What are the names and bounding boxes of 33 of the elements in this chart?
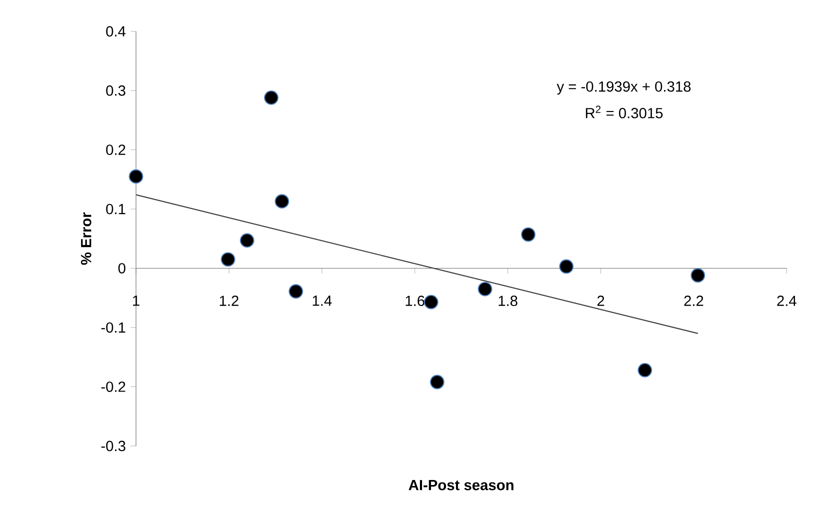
point xyxy=(128,169,144,184)
y-tick-label: -0.3 xyxy=(101,440,126,452)
y-tick-label: 0.1 xyxy=(106,204,126,214)
point xyxy=(264,90,278,105)
point xyxy=(690,268,706,283)
annotation: y = -0.1939x + 0.318 xyxy=(556,81,691,95)
x-tick-label: 2.4 xyxy=(777,296,796,306)
point xyxy=(288,284,304,299)
y-tick-label: 0.2 xyxy=(106,144,126,156)
point xyxy=(274,194,290,209)
annotation: R$^{2}$ = 0.3015 xyxy=(586,106,663,118)
y-axis-title: % Error xyxy=(80,212,92,265)
point xyxy=(430,374,444,390)
point xyxy=(559,259,574,274)
y-tick-label: -0.2 xyxy=(101,382,126,392)
x-tick-label: 1.4 xyxy=(312,296,332,306)
point xyxy=(240,233,254,248)
point xyxy=(424,294,438,310)
x-tick-label: 1.2 xyxy=(220,296,238,306)
point xyxy=(478,282,492,296)
point xyxy=(638,362,652,378)
y-tick-label: 0 xyxy=(118,263,126,274)
x-tick-label: 2 xyxy=(597,296,604,306)
point xyxy=(521,227,536,242)
point xyxy=(220,252,236,267)
y-tick-label: 0.3 xyxy=(106,85,126,96)
x-tick-label: 2.2 xyxy=(684,296,704,306)
x-tick-label: 1.8 xyxy=(498,296,518,306)
x-tick-label: 1 xyxy=(133,296,140,306)
x-tick-label: 1.6 xyxy=(406,296,424,306)
y-tick-label: -0.1 xyxy=(101,322,126,333)
y-tick-label: 0.4 xyxy=(106,26,126,37)
x-axis-title: AI-Post season xyxy=(408,480,514,490)
